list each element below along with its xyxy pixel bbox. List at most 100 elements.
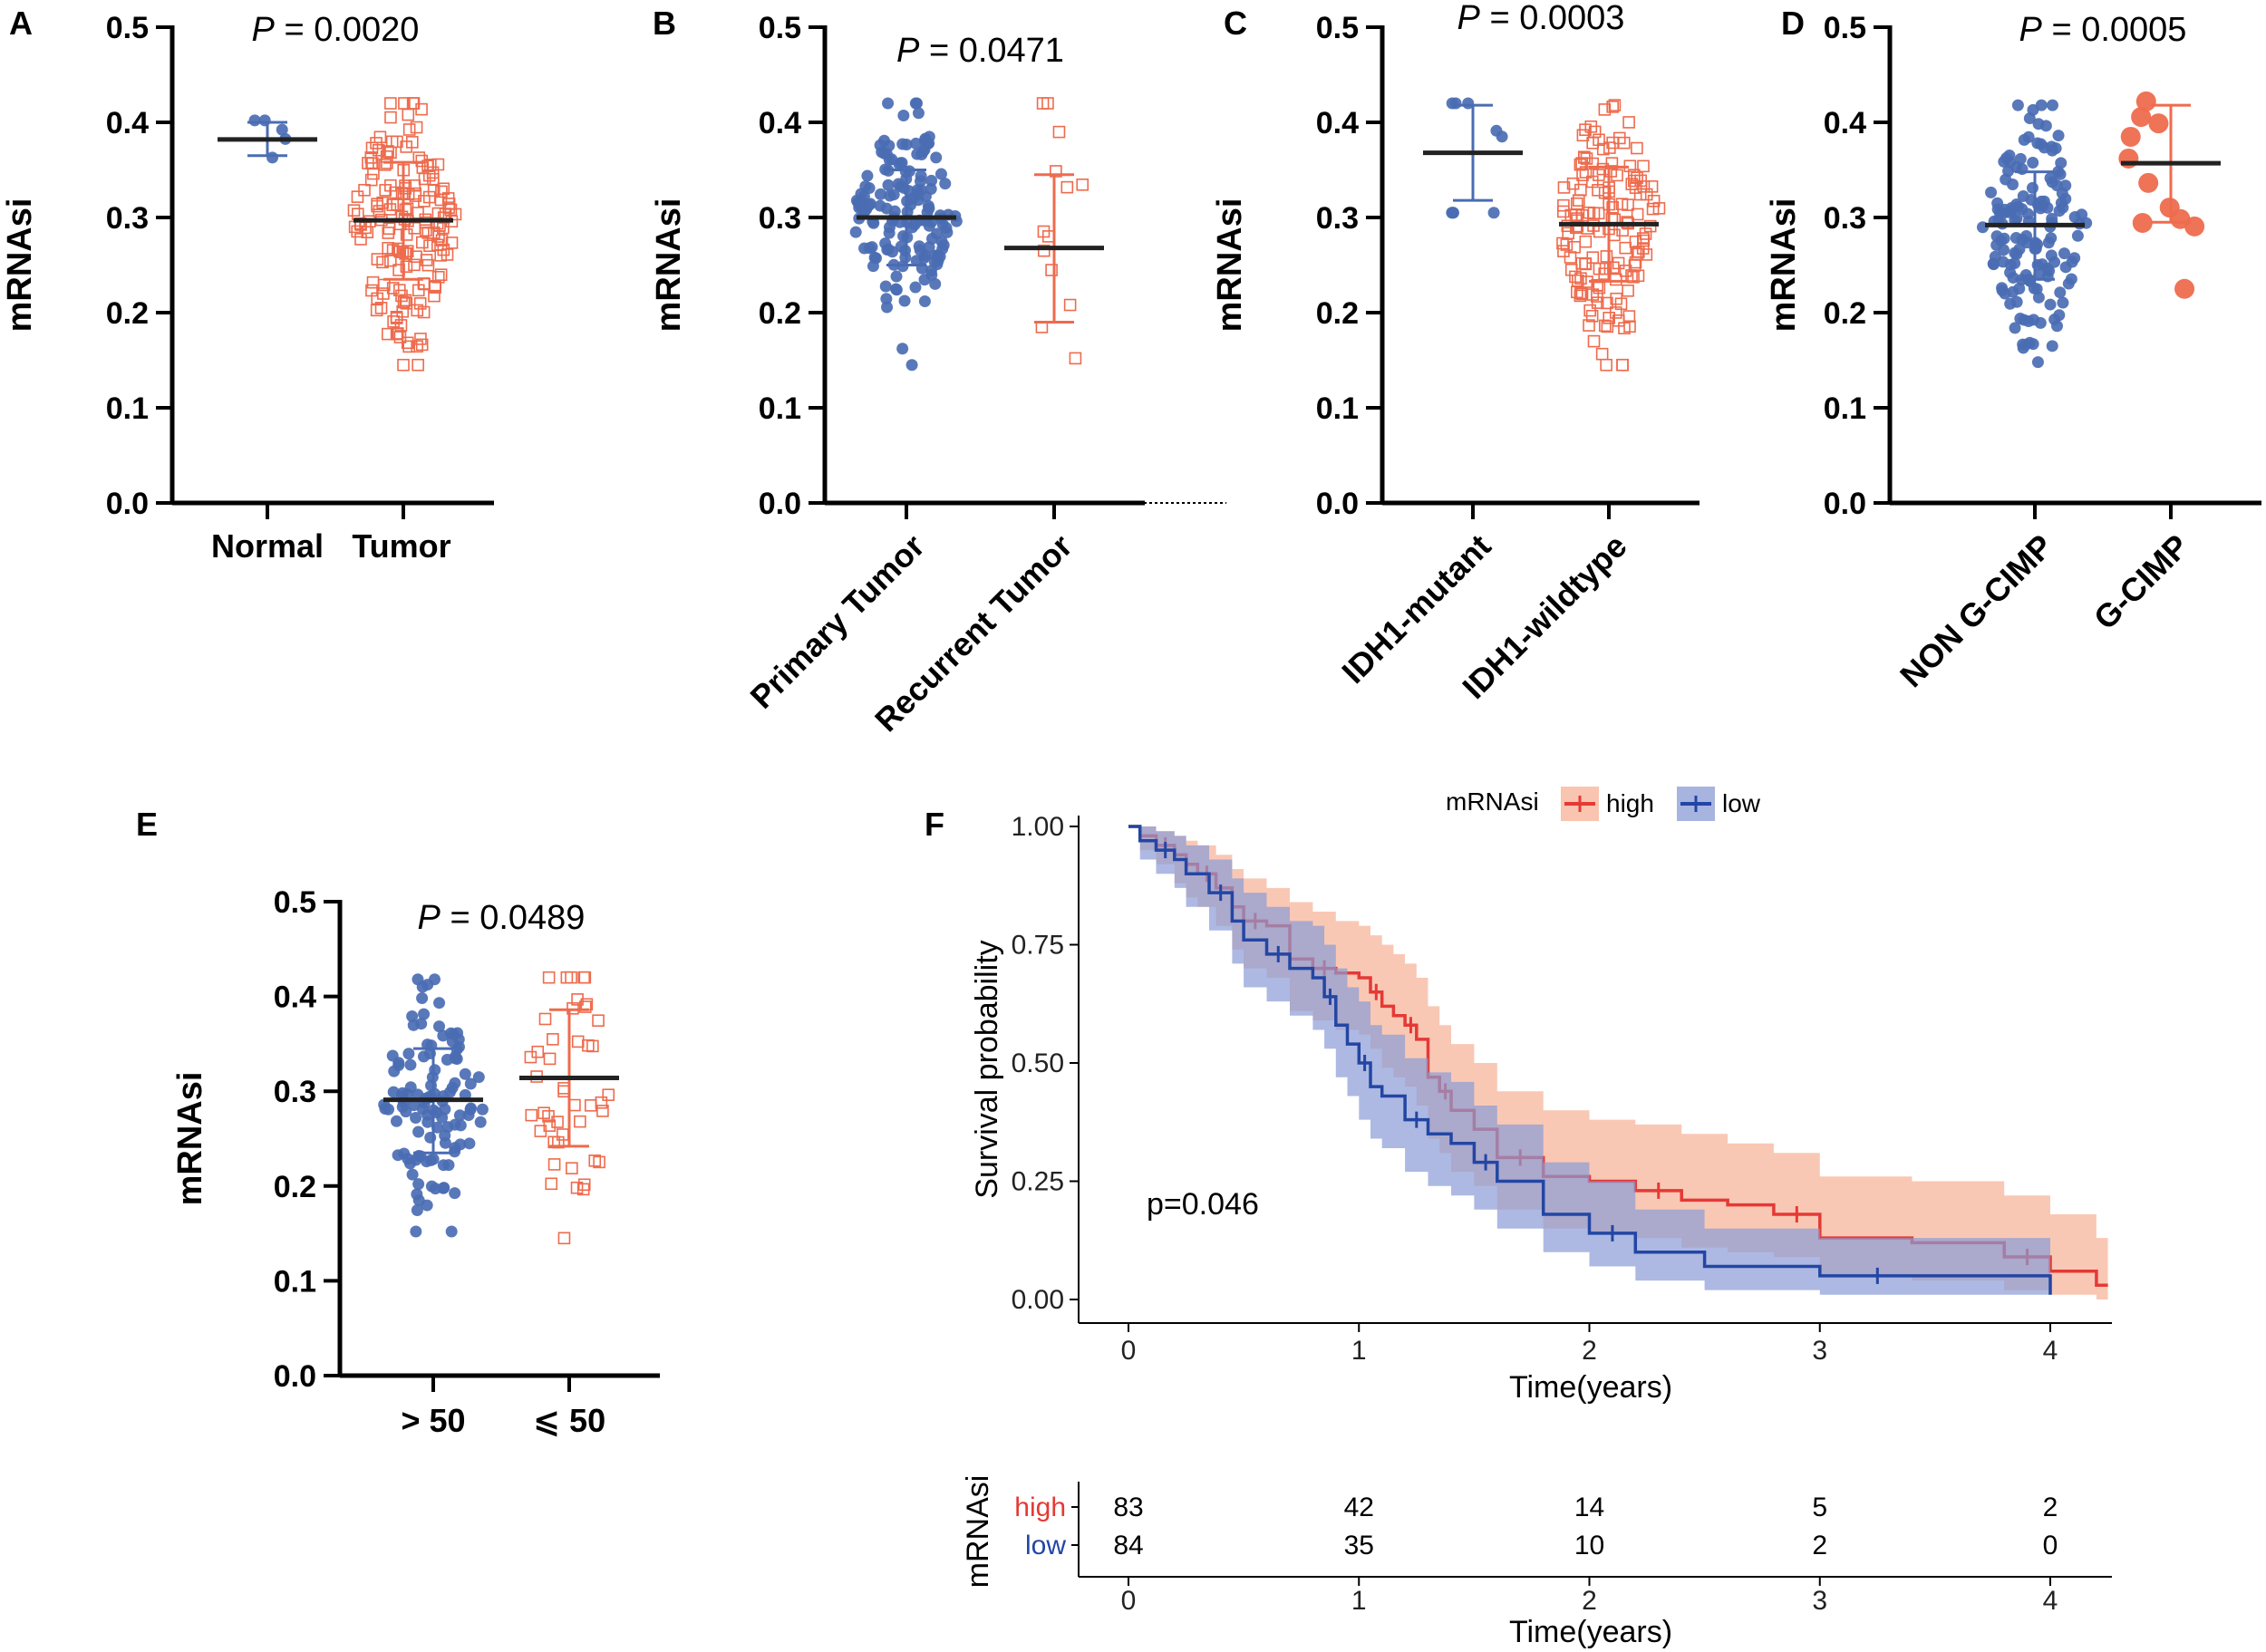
data-point bbox=[1591, 290, 1603, 303]
data-point bbox=[2049, 142, 2062, 155]
data-point bbox=[929, 277, 942, 290]
data-point bbox=[914, 244, 926, 256]
data-point bbox=[472, 1071, 485, 1084]
panel-letter: C bbox=[1224, 5, 1247, 42]
data-point bbox=[1579, 257, 1593, 271]
data-point bbox=[422, 190, 436, 204]
panel-letter: F bbox=[925, 806, 944, 843]
x-axis-title: Time(years) bbox=[1509, 1370, 1672, 1405]
risk-count: 42 bbox=[1344, 1493, 1374, 1522]
data-point bbox=[2032, 291, 2045, 304]
data-point bbox=[1612, 131, 1626, 145]
data-point bbox=[464, 1077, 477, 1090]
data-point bbox=[410, 1225, 422, 1238]
y-tick-label: 0.1 bbox=[274, 1264, 316, 1299]
data-point bbox=[416, 991, 429, 1004]
data-point bbox=[408, 179, 421, 192]
data-point bbox=[362, 157, 374, 169]
data-point bbox=[2013, 243, 2026, 256]
data-point bbox=[431, 270, 445, 284]
data-point bbox=[582, 1039, 595, 1052]
data-point bbox=[393, 331, 407, 343]
data-point bbox=[463, 1137, 476, 1150]
group-1: IDH1-wildtype bbox=[1455, 99, 1666, 706]
data-point bbox=[1574, 286, 1587, 300]
data-point bbox=[402, 108, 415, 121]
y-tick-label: 0.0 bbox=[274, 1359, 316, 1394]
data-point bbox=[411, 304, 424, 317]
risk-count: 2 bbox=[1812, 1531, 1827, 1560]
data-point bbox=[912, 107, 925, 120]
data-point bbox=[1052, 125, 1066, 139]
data-point bbox=[890, 283, 903, 295]
data-point bbox=[390, 1115, 402, 1127]
data-point bbox=[418, 1008, 431, 1020]
data-point bbox=[1637, 232, 1650, 245]
data-point bbox=[937, 238, 950, 251]
data-point bbox=[2045, 249, 2058, 262]
data-point bbox=[2027, 157, 2039, 169]
data-point bbox=[2138, 172, 2159, 193]
data-point bbox=[454, 1119, 467, 1132]
confidence-band bbox=[1128, 826, 2050, 1299]
data-point bbox=[372, 143, 385, 157]
data-point bbox=[1601, 296, 1613, 310]
data-point bbox=[386, 282, 400, 295]
data-point bbox=[1041, 97, 1054, 110]
data-point bbox=[882, 97, 895, 110]
data-point bbox=[939, 178, 952, 190]
risk-x-tick-label: 2 bbox=[1582, 1586, 1597, 1616]
y-tick-label: 0.00 bbox=[1012, 1285, 1064, 1315]
data-point bbox=[1987, 257, 2000, 270]
data-point bbox=[1583, 319, 1595, 332]
legend-label: low bbox=[1722, 789, 1761, 817]
data-point bbox=[411, 1203, 423, 1216]
data-point bbox=[1633, 188, 1647, 201]
data-point bbox=[2034, 316, 2047, 329]
data-point bbox=[384, 111, 397, 124]
data-point bbox=[909, 281, 922, 294]
risk-count: 83 bbox=[1113, 1493, 1143, 1522]
data-point bbox=[400, 246, 413, 260]
p-value-number: = 0.0471 bbox=[919, 32, 1064, 70]
data-point bbox=[545, 1177, 558, 1191]
p-value-symbol: P bbox=[1457, 0, 1481, 37]
y-axis-title: mRNAsi bbox=[1211, 198, 1249, 333]
data-point bbox=[859, 180, 872, 193]
series-low bbox=[1128, 825, 2052, 1299]
data-point bbox=[1598, 319, 1612, 333]
data-point bbox=[866, 241, 878, 254]
data-point bbox=[577, 971, 590, 984]
data-point bbox=[2014, 152, 2027, 165]
y-tick-label: 0.2 bbox=[1316, 296, 1359, 331]
data-point bbox=[373, 130, 387, 144]
y-tick-label: 0.25 bbox=[1012, 1167, 1064, 1197]
data-point bbox=[2131, 107, 2152, 128]
group-0: NON G-CIMP bbox=[1893, 99, 2093, 694]
risk-count: 2 bbox=[2043, 1493, 2058, 1522]
data-point bbox=[406, 136, 419, 149]
data-point bbox=[2032, 118, 2045, 130]
data-point bbox=[400, 296, 413, 310]
data-point bbox=[390, 312, 403, 324]
data-point bbox=[465, 1102, 478, 1115]
risk-count: 5 bbox=[1812, 1493, 1827, 1522]
data-point bbox=[1625, 269, 1638, 282]
data-point bbox=[878, 147, 891, 159]
data-point bbox=[1645, 180, 1659, 193]
risk-x-tick-label: 1 bbox=[1351, 1586, 1367, 1616]
data-point bbox=[408, 258, 421, 272]
data-point bbox=[1610, 292, 1623, 305]
data-point bbox=[1045, 264, 1058, 276]
data-point bbox=[1575, 287, 1589, 301]
panel-letter: D bbox=[1781, 5, 1805, 42]
y-tick-label: 0.0 bbox=[759, 487, 801, 521]
y-axis-title: Survival probability bbox=[970, 940, 1004, 1198]
data-point bbox=[412, 358, 424, 372]
p-value-number: = 0.0003 bbox=[1480, 0, 1625, 37]
data-point bbox=[881, 301, 894, 314]
data-point bbox=[1573, 194, 1585, 207]
data-point bbox=[276, 123, 288, 136]
p-value-symbol: P bbox=[418, 899, 441, 937]
data-point bbox=[423, 239, 436, 252]
